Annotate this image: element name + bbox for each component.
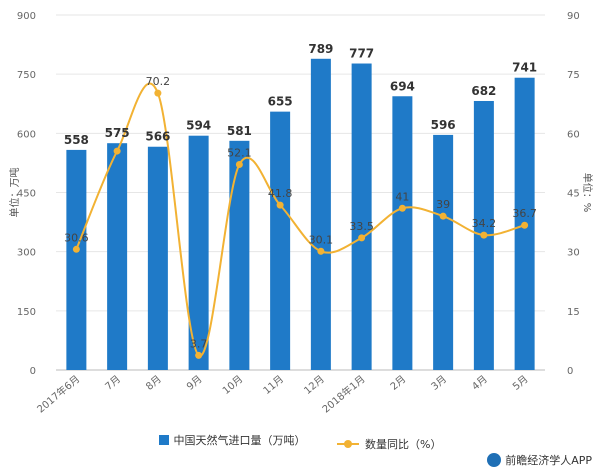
footer-text: 前瞻经济学人APP bbox=[505, 454, 592, 467]
bar-value-label: 575 bbox=[105, 126, 130, 140]
yoy-value-label: 41.8 bbox=[268, 187, 293, 200]
yoy-point bbox=[317, 247, 325, 255]
yoy-point bbox=[113, 147, 121, 155]
y-left-tick-label: 600 bbox=[17, 129, 36, 140]
y-right-tick-label: 15 bbox=[567, 307, 580, 318]
x-category-label: 8月 bbox=[144, 373, 164, 393]
x-category-label: 5月 bbox=[510, 373, 530, 393]
yoy-point bbox=[439, 212, 447, 220]
bar bbox=[107, 143, 128, 370]
yoy-value-label: 33.5 bbox=[349, 220, 374, 233]
legend-bar-swatch bbox=[158, 435, 169, 445]
footer-brand: 前瞻经济学人APP bbox=[487, 452, 592, 468]
bar-value-label: 558 bbox=[64, 133, 89, 147]
bar bbox=[310, 58, 331, 371]
y-left-tick-label: 450 bbox=[17, 189, 36, 200]
yoy-value-label: 36.7 bbox=[512, 207, 537, 220]
yoy-value-label: 70.2 bbox=[146, 75, 171, 88]
y-right-tick-label: 45 bbox=[567, 189, 580, 200]
bar-value-label: 777 bbox=[349, 47, 374, 61]
yoy-point bbox=[521, 221, 529, 229]
chart-legend: 中国天然气进口量（万吨） 数量同比（%） bbox=[0, 432, 600, 452]
yoy-value-label: 34.2 bbox=[472, 217, 497, 230]
x-category-label: 7月 bbox=[103, 373, 123, 393]
yoy-value-label: 30.6 bbox=[64, 231, 89, 244]
yoy-value-label: 52.1 bbox=[227, 146, 252, 159]
yoy-value-label: 41 bbox=[395, 190, 409, 203]
bar-value-label: 596 bbox=[431, 118, 456, 132]
bar-value-label: 581 bbox=[227, 124, 252, 138]
y-right-tick-label: 90 bbox=[567, 11, 580, 22]
x-category-label: 4月 bbox=[470, 373, 490, 393]
legend-item-yoy: 数量同比（%） bbox=[337, 436, 441, 452]
y-left-tick-label: 300 bbox=[17, 248, 36, 259]
x-category-label: 9月 bbox=[184, 373, 204, 393]
y-left-tick-label: 900 bbox=[17, 11, 36, 22]
legend-item-import-volume: 中国天然气进口量（万吨） bbox=[158, 432, 306, 448]
y-right-tick-label: 0 bbox=[567, 366, 573, 377]
x-category-label: 11月 bbox=[261, 373, 286, 397]
bar-value-label: 566 bbox=[145, 130, 170, 144]
bar-value-label: 655 bbox=[268, 95, 293, 109]
y-left-tick-label: 750 bbox=[17, 70, 36, 81]
bar bbox=[66, 149, 87, 370]
yoy-point bbox=[154, 89, 162, 97]
bar-value-label: 694 bbox=[390, 79, 415, 93]
bar bbox=[147, 146, 168, 370]
yoy-point bbox=[480, 231, 488, 239]
bar bbox=[229, 140, 250, 370]
brand-logo-icon bbox=[487, 453, 502, 467]
y-right-tick-label: 60 bbox=[567, 129, 580, 140]
bar-value-label: 741 bbox=[512, 61, 537, 75]
yoy-value-label: 3.7 bbox=[190, 337, 208, 350]
bar bbox=[392, 96, 413, 370]
yoy-point bbox=[195, 351, 203, 359]
bar bbox=[270, 111, 291, 370]
y-left-axis-title: 单位：万吨 bbox=[8, 168, 21, 218]
x-category-label: 10月 bbox=[220, 373, 245, 397]
bar bbox=[188, 135, 209, 370]
x-category-label: 3月 bbox=[429, 373, 449, 393]
legend-label-import-volume: 中国天然气进口量（万吨） bbox=[173, 434, 306, 447]
yoy-value-label: 30.1 bbox=[309, 233, 334, 246]
yoy-point bbox=[72, 245, 80, 253]
bar bbox=[433, 134, 454, 370]
yoy-point bbox=[276, 201, 284, 209]
yoy-point bbox=[358, 234, 366, 242]
bar-value-label: 682 bbox=[471, 84, 496, 98]
bar-value-label: 789 bbox=[308, 42, 333, 56]
bar bbox=[351, 63, 372, 371]
y-left-tick-label: 0 bbox=[30, 366, 36, 377]
yoy-line bbox=[75, 82, 525, 357]
chart-canvas: 0 0 150 15 300 30 450 45 600 60 750 75 900 90 单位：万吨 单位：… bbox=[8, 11, 594, 416]
y-right-tick-label: 75 bbox=[567, 70, 580, 81]
legend-label-yoy: 数量同比（%） bbox=[365, 438, 442, 451]
x-category-label: 2月 bbox=[388, 373, 408, 393]
y-right-axis-title: 单位：% bbox=[581, 173, 594, 213]
y-left-tick-label: 150 bbox=[17, 307, 36, 318]
yoy-point bbox=[235, 160, 243, 168]
bar-value-label: 594 bbox=[186, 119, 211, 133]
x-category-label: 2017年6月 bbox=[34, 372, 82, 415]
yoy-point bbox=[398, 204, 406, 212]
x-category-label: 2018年1月 bbox=[320, 372, 368, 415]
legend-line-swatch bbox=[337, 440, 360, 448]
x-category-label: 12月 bbox=[302, 373, 327, 397]
y-right-tick-label: 30 bbox=[567, 248, 580, 259]
yoy-value-label: 39 bbox=[436, 198, 450, 211]
